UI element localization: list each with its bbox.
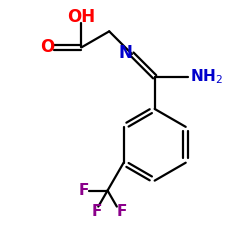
Text: F: F — [92, 204, 102, 218]
Text: F: F — [117, 204, 128, 218]
Text: NH$_2$: NH$_2$ — [190, 68, 223, 86]
Text: O: O — [40, 38, 54, 56]
Text: F: F — [78, 183, 89, 198]
Text: OH: OH — [67, 8, 96, 26]
Text: N: N — [118, 44, 132, 62]
